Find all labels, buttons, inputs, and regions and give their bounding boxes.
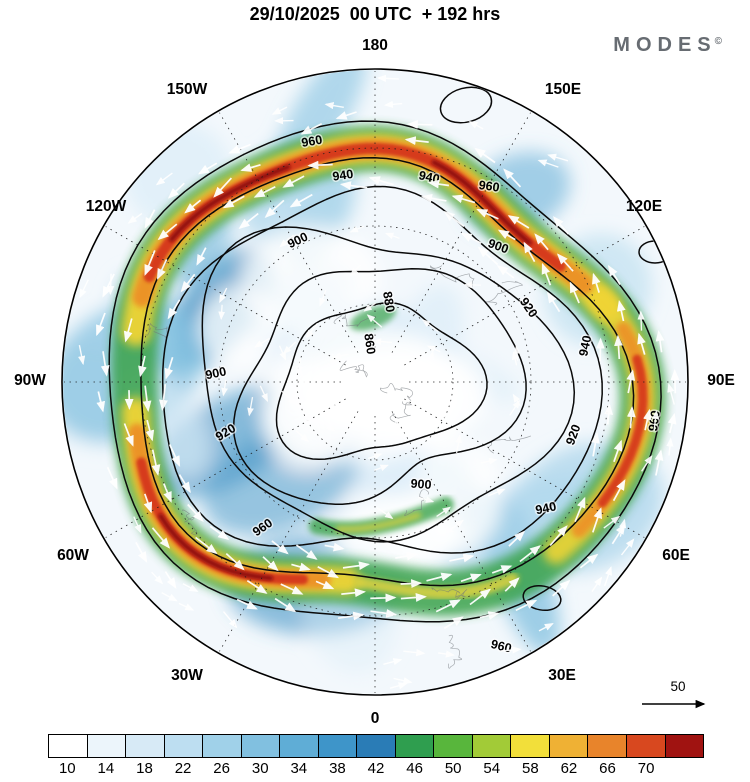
contour-label-900: 900 — [410, 477, 432, 492]
reference-arrow-label: 50 — [670, 679, 685, 694]
colorbar-tick-38: 38 — [329, 760, 346, 777]
colorbar-cell-13 — [549, 735, 589, 757]
contour-label-900: 900 — [204, 364, 227, 382]
colorbar-tick-18: 18 — [136, 760, 153, 777]
modes-logo-text: MODES — [613, 34, 717, 56]
reference-wind-arrow: 50 — [642, 679, 706, 709]
chart-title: 29/10/2025 00 UTC + 192 hrs — [249, 4, 501, 24]
contour-label-940: 940 — [332, 167, 355, 184]
colorbar-tick-34: 34 — [290, 760, 308, 777]
colorbar-cell-5 — [241, 735, 281, 757]
colorbar-tick-62: 62 — [560, 760, 578, 777]
copyright-mark: © — [714, 36, 722, 47]
colorbar-tick-70: 70 — [637, 760, 655, 777]
contour-label-960: 960 — [478, 178, 501, 195]
contour-label-960: 960 — [300, 133, 323, 150]
colorbar-cell-9 — [395, 735, 435, 757]
colorbar-cell-8 — [357, 735, 396, 757]
colorbar-tick-10: 10 — [58, 760, 76, 777]
colorbar-cell-7 — [318, 735, 358, 757]
colorbar-cell-4 — [203, 735, 242, 757]
colorbar-tick-58: 58 — [522, 760, 539, 777]
colorbar-tick-50: 50 — [444, 760, 462, 777]
colorbar-ticks: 10 14 18 22 26 30 34 38 42 46 50 54 58 62 66 70 — [48, 760, 704, 780]
colorbar-tick-22: 22 — [174, 760, 192, 777]
lon-label-90E: 90E — [707, 372, 735, 389]
colorbar-tick-42: 42 — [367, 760, 385, 777]
colorbar-tick-54: 54 — [483, 760, 501, 777]
colorbar-cell-11 — [472, 735, 512, 757]
colorbar-tick-30: 30 — [251, 760, 269, 777]
modes-logo: MODES© — [613, 34, 724, 57]
lon-label-90W: 90W — [14, 372, 46, 389]
contour-label-860: 860 — [361, 333, 378, 356]
colorbar-cell-1 — [87, 735, 127, 757]
contour-label-880: 880 — [380, 290, 397, 313]
lon-label-0: 0 — [370, 710, 380, 727]
colorbar-cell-15 — [626, 735, 666, 757]
colorbar-cell-16 — [665, 735, 704, 757]
lon-label-180: 180 — [362, 37, 388, 54]
contour-label-940: 940 — [576, 334, 594, 357]
colorbar — [48, 734, 704, 758]
colorbar-tick-26: 26 — [213, 760, 230, 777]
colorbar-cell-3 — [164, 735, 204, 757]
colorbar-tick-46: 46 — [406, 760, 423, 777]
contour-label-940: 940 — [534, 499, 557, 517]
colorbar-cell-12 — [511, 735, 550, 757]
colorbar-cell-2 — [126, 735, 165, 757]
colorbar-cell-6 — [280, 735, 319, 757]
colorbar-tick-66: 66 — [599, 760, 616, 777]
colorbar-cell-10 — [434, 735, 473, 757]
colorbar-cell-0 — [49, 735, 88, 757]
colorbar-cell-14 — [588, 735, 627, 757]
colorbar-tick-14: 14 — [97, 760, 115, 777]
